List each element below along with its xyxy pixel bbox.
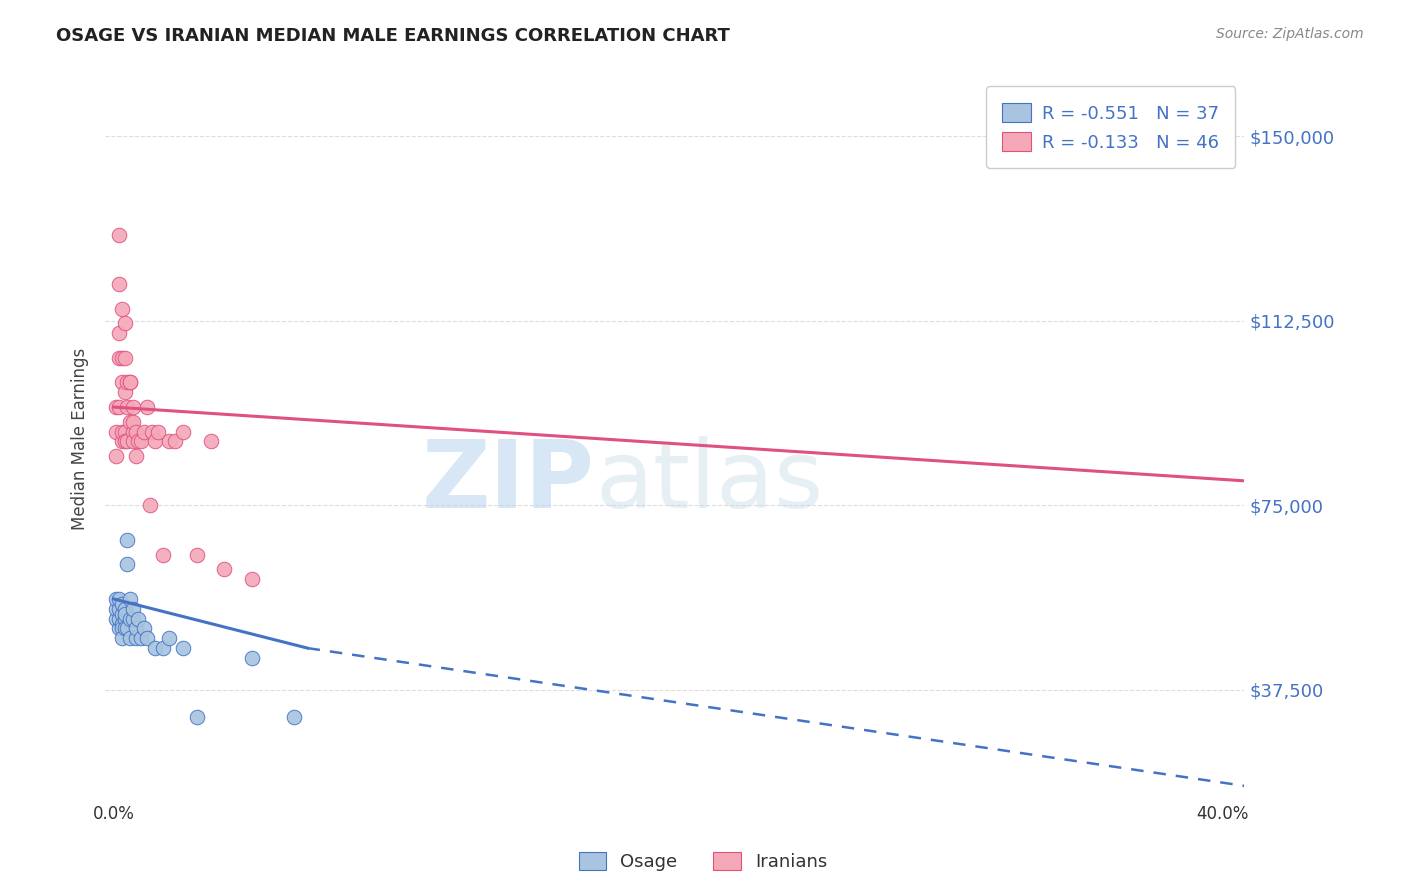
Point — [114, 611, 136, 625]
Point — [132, 425, 155, 439]
Point — [114, 607, 136, 621]
Point — [108, 326, 131, 341]
Point — [111, 351, 134, 365]
Point — [105, 601, 128, 615]
Point — [129, 434, 152, 449]
Point — [111, 616, 134, 631]
Text: atlas: atlas — [595, 436, 824, 528]
Point — [108, 601, 131, 615]
Point — [122, 434, 145, 449]
Point — [117, 400, 139, 414]
Point — [117, 558, 139, 572]
Point — [114, 425, 136, 439]
Point — [240, 651, 263, 665]
Point — [200, 434, 222, 449]
Text: ZIP: ZIP — [422, 436, 595, 528]
Text: Source: ZipAtlas.com: Source: ZipAtlas.com — [1216, 27, 1364, 41]
Point — [127, 611, 149, 625]
Point — [114, 434, 136, 449]
Point — [152, 641, 174, 656]
Y-axis label: Median Male Earnings: Median Male Earnings — [72, 348, 89, 530]
Point — [129, 632, 152, 646]
Point — [108, 622, 131, 636]
Point — [117, 622, 139, 636]
Point — [120, 376, 142, 390]
Point — [114, 622, 136, 636]
Point — [108, 400, 131, 414]
Point — [125, 632, 148, 646]
Point — [135, 400, 157, 414]
Point — [125, 425, 148, 439]
Point — [120, 376, 142, 390]
Point — [111, 607, 134, 621]
Point — [108, 227, 131, 242]
Point — [125, 449, 148, 463]
Point — [120, 632, 142, 646]
Point — [152, 548, 174, 562]
Point — [146, 425, 169, 439]
Point — [214, 562, 236, 576]
Point — [122, 611, 145, 625]
Point — [108, 591, 131, 606]
Point — [186, 548, 208, 562]
Point — [111, 597, 134, 611]
Point — [105, 400, 128, 414]
Point — [108, 351, 131, 365]
Point — [117, 434, 139, 449]
Point — [163, 434, 186, 449]
Point — [157, 434, 180, 449]
Text: OSAGE VS IRANIAN MEDIAN MALE EARNINGS CORRELATION CHART: OSAGE VS IRANIAN MEDIAN MALE EARNINGS CO… — [56, 27, 730, 45]
Point — [143, 641, 166, 656]
Point — [138, 499, 160, 513]
Point — [111, 434, 134, 449]
Point — [105, 425, 128, 439]
Point — [122, 425, 145, 439]
Point — [120, 415, 142, 429]
Point — [105, 611, 128, 625]
Point — [108, 277, 131, 291]
Point — [105, 449, 128, 463]
Point — [105, 591, 128, 606]
Point — [108, 611, 131, 625]
Point — [114, 385, 136, 400]
Legend: R = -0.551   N = 37, R = -0.133   N = 46: R = -0.551 N = 37, R = -0.133 N = 46 — [986, 87, 1236, 168]
Legend: Osage, Iranians: Osage, Iranians — [571, 845, 835, 879]
Point — [111, 622, 134, 636]
Point — [117, 533, 139, 547]
Point — [111, 376, 134, 390]
Point — [172, 425, 194, 439]
Point — [172, 641, 194, 656]
Point — [132, 622, 155, 636]
Point — [143, 434, 166, 449]
Point — [240, 572, 263, 586]
Point — [125, 622, 148, 636]
Point — [127, 434, 149, 449]
Point — [283, 710, 305, 724]
Point — [114, 317, 136, 331]
Point — [141, 425, 163, 439]
Point — [122, 601, 145, 615]
Point — [114, 601, 136, 615]
Point — [111, 301, 134, 316]
Point — [122, 400, 145, 414]
Point — [157, 632, 180, 646]
Point — [120, 591, 142, 606]
Point — [117, 376, 139, 390]
Point — [111, 425, 134, 439]
Point — [135, 632, 157, 646]
Point — [122, 415, 145, 429]
Point — [114, 351, 136, 365]
Point — [111, 632, 134, 646]
Point — [186, 710, 208, 724]
Point — [120, 611, 142, 625]
